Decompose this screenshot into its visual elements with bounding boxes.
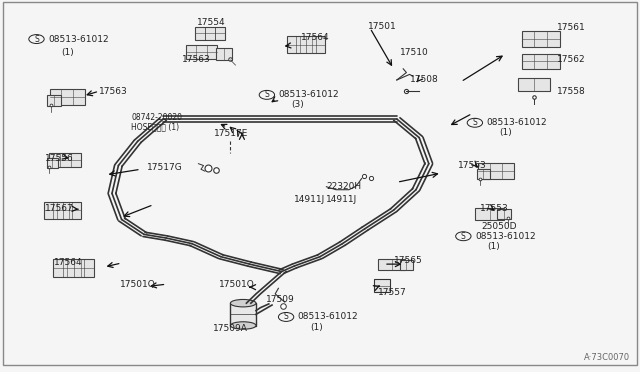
Text: 17554: 17554	[197, 18, 225, 27]
Text: 17562: 17562	[557, 55, 586, 64]
Ellipse shape	[230, 322, 256, 329]
Text: 17557: 17557	[378, 288, 406, 296]
Ellipse shape	[230, 299, 256, 307]
Bar	[53, 259, 95, 277]
Text: 17563: 17563	[458, 161, 486, 170]
Bar	[50, 89, 85, 105]
Bar	[216, 48, 232, 60]
Bar	[287, 36, 325, 53]
Text: S: S	[472, 118, 477, 127]
Text: 14911J: 14911J	[294, 195, 326, 203]
Text: 17508: 17508	[410, 76, 438, 84]
Text: 14911J: 14911J	[326, 195, 358, 203]
Text: 17564: 17564	[54, 258, 83, 267]
Bar	[186, 45, 217, 59]
Bar	[44, 202, 81, 219]
Text: S: S	[264, 90, 269, 99]
Bar	[47, 95, 61, 106]
Bar	[195, 27, 225, 40]
Text: 17501Q: 17501Q	[219, 280, 255, 289]
Bar	[518, 78, 550, 90]
Text: 17509: 17509	[266, 295, 294, 304]
Bar	[522, 54, 560, 69]
Text: 17501: 17501	[368, 22, 397, 31]
Text: HOSEホース (1): HOSEホース (1)	[131, 122, 179, 131]
Bar	[47, 158, 58, 167]
Text: 17553: 17553	[480, 204, 509, 213]
Text: S: S	[461, 232, 466, 241]
Bar	[400, 260, 413, 269]
Text: 17558: 17558	[557, 87, 586, 96]
Text: 17563: 17563	[99, 87, 128, 96]
Text: 17561: 17561	[557, 23, 586, 32]
Text: 08513-61012: 08513-61012	[475, 232, 536, 241]
Bar	[378, 259, 405, 270]
Text: 08513-61012: 08513-61012	[48, 35, 109, 44]
Bar	[49, 153, 81, 167]
Text: (1): (1)	[310, 323, 323, 332]
Bar	[522, 31, 560, 47]
Text: 17517E: 17517E	[214, 129, 249, 138]
Text: A·73C0070: A·73C0070	[584, 353, 630, 362]
Text: 17556: 17556	[45, 154, 74, 163]
Text: 08742-20020: 08742-20020	[131, 113, 182, 122]
Text: (3): (3)	[291, 100, 304, 109]
Text: (1): (1)	[61, 48, 74, 57]
Bar	[476, 208, 504, 220]
Text: 25050D: 25050D	[481, 222, 516, 231]
Text: 17563: 17563	[182, 55, 211, 64]
Text: 17517G: 17517G	[147, 163, 183, 172]
Bar	[479, 163, 514, 179]
Text: (1): (1)	[488, 242, 500, 251]
Bar	[477, 169, 490, 179]
Text: 22320H: 22320H	[326, 182, 362, 191]
Text: 17509A: 17509A	[213, 324, 248, 333]
Text: (1): (1)	[499, 128, 512, 137]
Text: 17501Q: 17501Q	[120, 280, 156, 289]
Bar	[497, 209, 511, 219]
Text: 17510: 17510	[400, 48, 429, 57]
Text: 17564: 17564	[301, 33, 330, 42]
Text: 08513-61012: 08513-61012	[486, 118, 547, 127]
Text: 08513-61012: 08513-61012	[298, 312, 358, 321]
Text: S: S	[284, 312, 289, 321]
Text: 17565: 17565	[394, 256, 422, 265]
Bar	[230, 303, 256, 326]
Text: 08513-61012: 08513-61012	[278, 90, 339, 99]
Bar	[374, 279, 390, 292]
Text: S: S	[34, 35, 39, 44]
Text: 17567: 17567	[45, 204, 74, 213]
